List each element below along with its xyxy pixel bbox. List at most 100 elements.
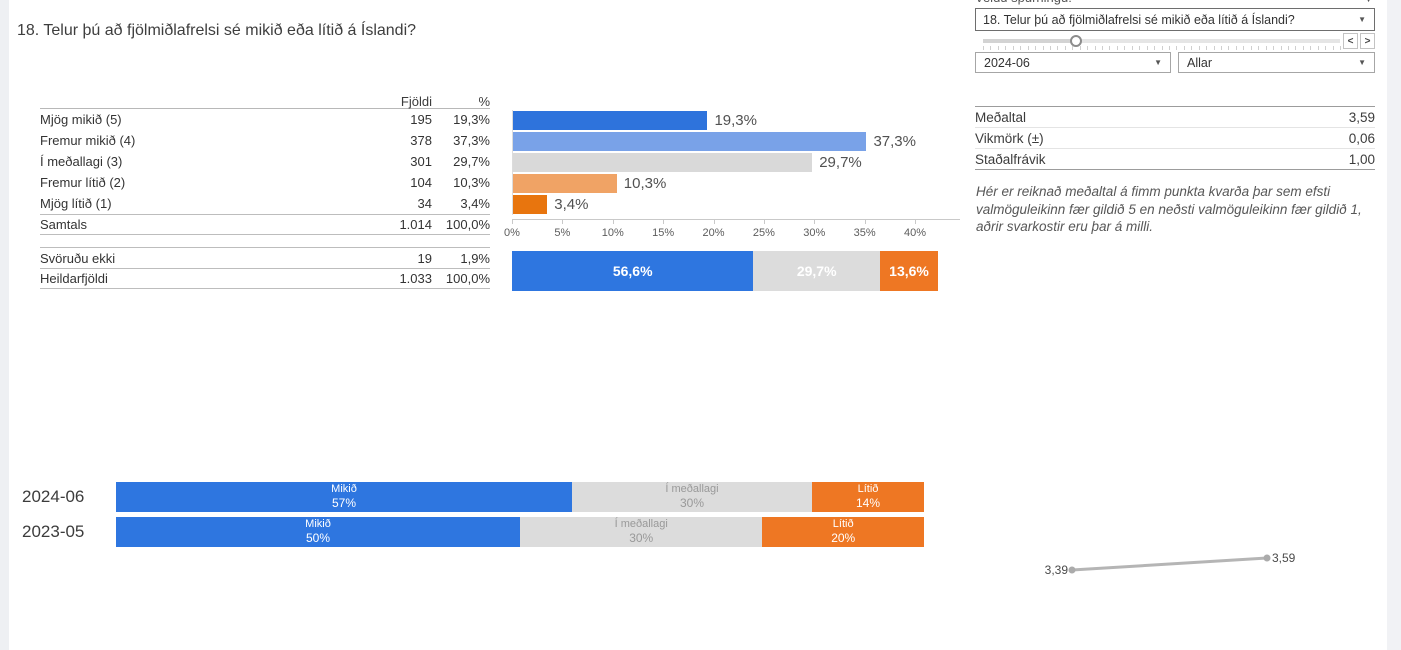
chevron-down-icon: ▼ [1358, 15, 1366, 24]
segment-value: 14% [855, 496, 881, 511]
question-select[interactable]: 18. Telur þú að fjölmiðlafrelsi sé mikið… [975, 8, 1375, 31]
axis-tick [512, 220, 513, 224]
question-picker-clipped-row: Veldu spurningu: ▼ [975, 0, 1375, 5]
axis-tick-label: 30% [803, 227, 826, 239]
wave-select[interactable]: 2024-06 ▼ [975, 52, 1171, 73]
axis-tick-label: 15% [652, 227, 675, 239]
chevron-right-icon: > [1364, 35, 1371, 47]
question-slider-fill [983, 39, 1076, 43]
axis-tick-label: 5% [554, 227, 571, 239]
slider-tick [1213, 46, 1215, 50]
stat-label: Staðalfrávik [975, 151, 1046, 167]
stat-row-margin: Vikmörk (±) 0,06 [975, 127, 1375, 148]
slider-tick [1109, 46, 1111, 50]
trend-period-label: 2023-05 [22, 522, 85, 541]
segment-value: 30% [629, 531, 654, 546]
slider-tick [1020, 46, 1022, 50]
axis-tick-label: 40% [903, 227, 927, 239]
axis-tick [763, 220, 765, 224]
page-title: 18. Telur þú að fjölmiðlafrelsi sé mikið… [17, 22, 417, 39]
row-label: Samtals [40, 217, 87, 232]
bar-segment[interactable] [513, 111, 708, 130]
slider-tick [1325, 46, 1327, 50]
bar-value-label: 29,7% [819, 154, 862, 171]
point-label: 3,59 [1272, 551, 1296, 565]
chevron-down-icon: ▼ [1362, 0, 1375, 5]
slider-tick [1250, 46, 1252, 50]
slider-tick [990, 46, 992, 50]
slider-tick [1087, 46, 1089, 50]
segment-value: 50% [305, 531, 331, 546]
chevron-down-icon: ▼ [1358, 58, 1366, 67]
table-gap [40, 235, 490, 247]
row-label: Svöruðu ekki [40, 250, 116, 266]
row-count: 195 [410, 112, 432, 127]
slider-tick [1094, 46, 1096, 50]
trend-segment[interactable]: Lítið 20% [762, 517, 924, 547]
right-gutter [1387, 0, 1401, 650]
slider-tick [1176, 46, 1178, 50]
row-percent: 100,0% [445, 217, 490, 232]
table-row: Mjög mikið (5) 195 19,3% [40, 109, 490, 130]
segment-name: Mikið [331, 483, 357, 496]
row-percent: 19,3% [453, 112, 490, 127]
trend-segment[interactable]: Mikið 50% [116, 517, 520, 547]
trend-segment[interactable]: Í meðallagi 30% [572, 482, 812, 512]
col-header-count: Fjöldi [400, 94, 432, 109]
trend-line [1071, 556, 1268, 572]
slider-tick [1295, 46, 1297, 50]
question-picker-label: Veldu spurningu: [975, 0, 1072, 5]
stat-label: Meðaltal [975, 109, 1027, 125]
summary-segment[interactable]: 29,7% [753, 251, 881, 291]
slider-tick [1035, 46, 1037, 50]
slider-tick [1131, 46, 1133, 50]
row-count: 19 [417, 250, 432, 266]
stat-row-mean: Meðaltal 3,59 [975, 107, 1375, 127]
slider-handle[interactable] [1069, 35, 1082, 47]
row-percent: 1,9% [460, 250, 490, 266]
segment-value: 30% [679, 496, 705, 511]
segment-name: Í meðallagi [614, 518, 668, 531]
slider-tick [1005, 46, 1007, 50]
trend-segment[interactable]: Lítið 14% [812, 482, 924, 512]
slider-tick [1027, 46, 1029, 50]
segment-name: Lítið [857, 483, 879, 496]
question-slider-track[interactable] [983, 39, 1340, 43]
axis-tick-label: 25% [752, 227, 775, 239]
bar-segment[interactable] [513, 132, 867, 151]
prev-question-button[interactable]: < [1343, 33, 1358, 49]
stat-label: Vikmörk (±) [975, 130, 1044, 146]
bar-segment[interactable] [513, 153, 813, 172]
row-count: 34 [417, 196, 432, 211]
table-row: Fremur mikið (4) 378 37,3% [40, 130, 490, 151]
slider-tick [1057, 46, 1059, 50]
trend-segment[interactable]: Mikið 57% [116, 482, 572, 512]
summary-segment[interactable]: 56,6% [512, 251, 754, 291]
x-axis: 0% 5% 10% 15% 20% 25% 30% 35% 40% [504, 219, 960, 242]
filter-select[interactable]: Allar ▼ [1178, 52, 1375, 73]
slider-tick-marks [983, 46, 1341, 51]
summary-segment[interactable]: 13,6% [880, 251, 939, 291]
slider-tick [997, 46, 999, 50]
axis-tick [915, 220, 916, 224]
row-percent: 100,0% [445, 271, 490, 286]
slider-tick [1012, 46, 1014, 50]
bar-row: 10,3% [513, 173, 916, 194]
bar-segment[interactable] [513, 195, 548, 214]
slider-tick [1340, 46, 1341, 50]
row-label: Í meðallagi (3) [40, 154, 123, 169]
bar-segment[interactable] [513, 174, 617, 193]
axis-tick-label: 10% [601, 227, 624, 239]
slider-tick [1168, 46, 1170, 50]
left-gutter [0, 0, 9, 650]
next-question-button[interactable]: > [1360, 33, 1375, 49]
axis-tick [713, 220, 715, 224]
slider-tick [983, 46, 984, 50]
slider-tick [1116, 46, 1118, 50]
row-count: 378 [410, 133, 432, 148]
trend-segment[interactable]: Í meðallagi 30% [520, 517, 763, 547]
slider-tick [1139, 46, 1141, 50]
slider-tick [1191, 46, 1193, 50]
table-header-row: Fjöldi % [40, 94, 490, 109]
segment-value: 57% [331, 496, 357, 511]
